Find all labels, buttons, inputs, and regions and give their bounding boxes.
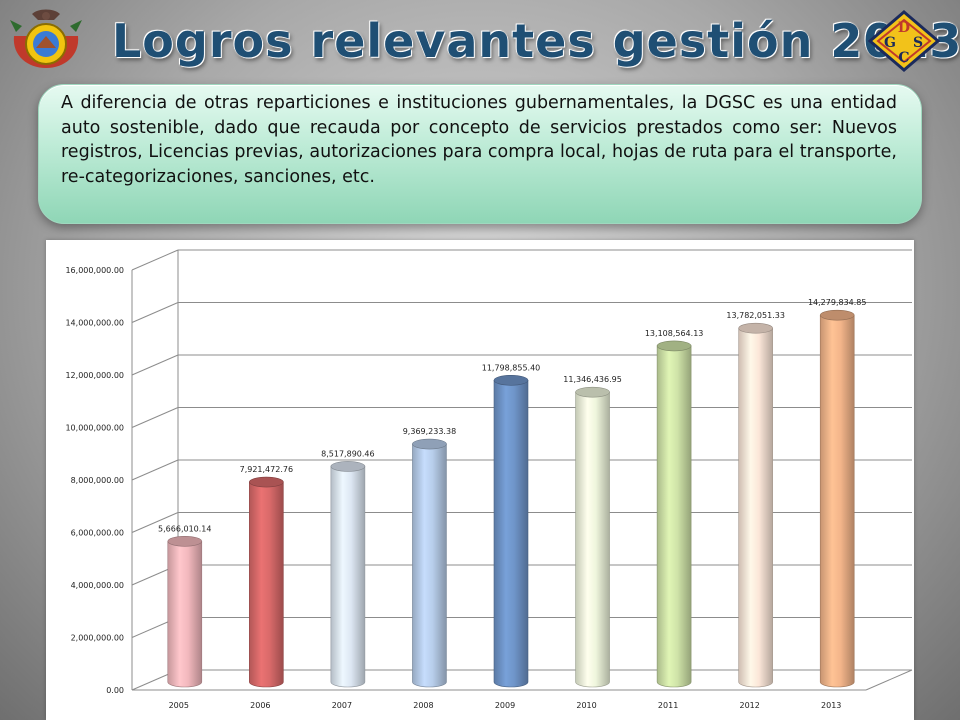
bar-2010 [575,391,610,688]
logo-letter-c: C [898,50,909,66]
gridline-depth [131,459,179,481]
bar-cap-2012 [738,322,773,334]
bar-2008 [412,443,447,688]
bar-2013 [819,314,855,688]
bar-cap-2011 [656,340,692,352]
data-label: 5,666,010.14 [158,524,211,533]
gridline-depth [131,249,179,271]
x-tick-label: 2011 [658,701,678,710]
logo-letter-g: G [884,35,896,51]
bar-2005 [167,540,203,688]
intro-callout: A diferencia de otras reparticiones e in… [38,84,922,224]
dgsc-logo-icon: D G S C [868,10,940,72]
y-tick-label: 6,000,000.00 [71,529,124,538]
logo-letter-s: S [913,35,923,51]
data-label: 11,346,436.95 [563,375,622,384]
bar-2012 [738,327,773,688]
x-tick-label: 2007 [332,701,352,710]
y-tick-label: 14,000,000.00 [65,319,124,328]
gridline-depth [131,302,179,323]
y-tick-label: 10,000,000.00 [65,424,124,433]
x-tick-label: 2008 [413,701,433,710]
y-tick-label: 4,000,000.00 [71,581,124,590]
y-tick-label: 8,000,000.00 [71,476,124,485]
x-tick-label: 2009 [495,701,515,710]
bar-cap-2006 [249,476,284,488]
data-label: 14,279,834.85 [808,298,867,307]
bar-2007 [330,466,366,688]
intro-text: A diferencia de otras reparticiones e in… [61,93,897,187]
x-tick-label: 2005 [169,701,189,710]
x-tick-label: 2013 [821,701,841,710]
bar-2006 [249,481,284,688]
bar-cap-2009 [493,374,529,386]
x-tick-label: 2010 [576,701,596,710]
data-label: 13,782,051.33 [726,311,785,320]
y-tick-label: 16,000,000.00 [65,266,124,275]
x-tick-label: 2006 [250,701,270,710]
logo-letter-d: D [898,20,910,36]
gridline-depth [131,354,179,376]
revenue-bar-chart: 0.00 2,000,000.00 4,000,000.00 6,000,000.00… [65,249,913,710]
y-tick-label: 12,000,000.00 [65,371,124,380]
bolivia-coat-of-arms-icon [10,9,82,68]
bar-2009 [493,379,529,688]
bar-2011 [656,345,692,688]
revenue-chart-panel: 0.00 2,000,000.00 4,000,000.00 6,000,000.00… [46,240,914,720]
floor-edge [865,669,913,691]
y-tick-label: 0.00 [106,686,124,695]
bar-cap-2010 [575,386,610,398]
y-tick-label: 2,000,000.00 [71,634,124,643]
bar-cap-2005 [167,535,203,547]
slide-header: Logros relevantes gestión 2013 D G S C [0,0,960,80]
data-label: 7,921,472.76 [240,465,293,474]
gridline-depth [131,512,179,533]
bar-cap-2008 [412,438,447,450]
x-tick-label: 2012 [739,701,759,710]
data-label: 8,517,890.46 [321,449,374,458]
data-label: 9,369,233.38 [403,427,456,436]
data-label: 13,108,564.13 [645,329,704,338]
bar-cap-2007 [330,461,366,472]
data-label: 11,798,855.40 [482,363,541,372]
bar-cap-2013 [819,309,855,321]
gridline-depth [131,407,179,428]
page-title: Logros relevantes gestión 2013 [112,14,960,68]
